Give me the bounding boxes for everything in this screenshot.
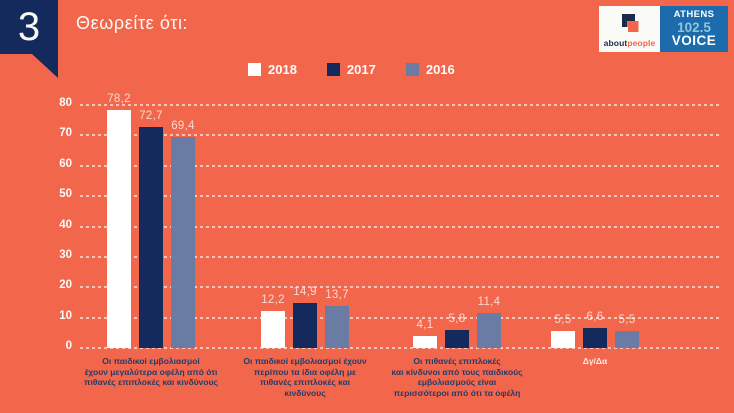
legend-item-2016: 2016 xyxy=(405,62,455,77)
bar-value-2017-group1: 72,7 xyxy=(139,110,163,122)
aboutpeople-people-text: people xyxy=(627,38,656,48)
page-title: Θεωρείτε ότι: xyxy=(76,13,189,33)
legend-item-2017: 2017 xyxy=(326,62,376,77)
bar-2018-group1 xyxy=(107,110,131,348)
aboutpeople-about-text: about xyxy=(603,38,628,48)
legend-label-2018: 2018 xyxy=(268,62,297,77)
gridline-y10 xyxy=(80,316,722,319)
bar-value-2016-group2: 13,7 xyxy=(325,289,349,301)
bar-value-2018-group2: 12,2 xyxy=(261,294,285,306)
y-axis-tick-80: 80 xyxy=(59,97,72,109)
aboutpeople-logo: aboutpeople xyxy=(599,6,660,52)
bar-2016-group3 xyxy=(477,313,501,348)
legend-label-2017: 2017 xyxy=(346,62,376,77)
gridline-y20 xyxy=(80,286,722,289)
bar-2018-group4 xyxy=(551,331,575,348)
slide-number: 3 xyxy=(17,5,41,49)
legend-swatch-2018 xyxy=(248,63,261,76)
gridline-y40 xyxy=(80,225,722,228)
gridline-y70 xyxy=(80,134,722,137)
y-axis-tick-0: 0 xyxy=(65,340,72,352)
category-label-2: Οι παιδικοί εμβολιασμοί έχουν περίπου τα… xyxy=(243,356,367,398)
bar-2017-group3 xyxy=(445,330,469,348)
category-label-1: Οι παιδικοί εμβολιασμοί έχουν μεγαλύτερα… xyxy=(84,356,218,387)
bar-value-2017-group2: 14,9 xyxy=(293,286,317,298)
gridline-y80 xyxy=(80,104,722,106)
bar-value-2016-group3: 11,4 xyxy=(477,296,501,308)
bar-2016-group2 xyxy=(325,306,349,348)
chart-legend: 2018 2017 2016 xyxy=(248,62,455,77)
athens-voice-frequency: 102.5 xyxy=(677,19,711,35)
bar-2017-group4 xyxy=(583,328,607,348)
bar-2016-group4 xyxy=(615,331,639,348)
bar-2017-group2 xyxy=(293,303,317,348)
gridline-y0 xyxy=(80,347,722,349)
athens-voice-logo: ATHENS 102.5 VOICE xyxy=(660,6,728,52)
aboutpeople-wordmark: aboutpeople xyxy=(604,38,656,48)
legend-swatch-2017 xyxy=(326,63,340,76)
bar-value-2018-group4: 5,5 xyxy=(554,314,572,326)
legend-label-2016: 2016 xyxy=(425,62,455,77)
y-axis-tick-10: 10 xyxy=(59,309,72,322)
bar-value-2018-group1: 78,2 xyxy=(107,93,131,105)
bar-value-2017-group3: 5,8 xyxy=(448,313,466,325)
category-label-4: Δγ/Δα xyxy=(582,356,608,366)
bar-2018-group3 xyxy=(413,336,437,348)
slide-number-box: 3 xyxy=(0,0,58,54)
y-axis-tick-70: 70 xyxy=(59,127,72,140)
athens-voice-brand: VOICE xyxy=(671,33,717,49)
legend-swatch-2016 xyxy=(405,63,419,76)
legend-item-2018: 2018 xyxy=(248,62,297,77)
athens-voice-station: ATHENS xyxy=(673,9,715,21)
y-axis-tick-40: 40 xyxy=(59,218,72,231)
bar-value-2016-group1: 69,4 xyxy=(171,120,195,132)
gridline-y30 xyxy=(80,255,722,258)
y-axis-tick-50: 50 xyxy=(59,188,72,201)
bar-value-2018-group3: 4,1 xyxy=(416,319,434,331)
bar-2018-group2 xyxy=(261,311,285,348)
bar-2016-group1 xyxy=(171,137,195,348)
bar-2017-group1 xyxy=(139,127,163,348)
y-axis-tick-60: 60 xyxy=(59,157,72,170)
bar-value-2017-group4: 6,6 xyxy=(586,311,604,323)
bar-value-2016-group4: 5,5 xyxy=(618,314,636,326)
aboutpeople-speech-bubbles-icon xyxy=(618,13,642,37)
y-axis-tick-20: 20 xyxy=(59,279,72,292)
gridline-y60 xyxy=(80,164,722,167)
y-axis-tick-30: 30 xyxy=(59,248,72,261)
category-label-3: Οι πιθανές επιπλοκές και κίνδυνοι από το… xyxy=(391,356,523,398)
slide-number-tail xyxy=(32,54,58,78)
gridline-y50 xyxy=(80,195,722,198)
